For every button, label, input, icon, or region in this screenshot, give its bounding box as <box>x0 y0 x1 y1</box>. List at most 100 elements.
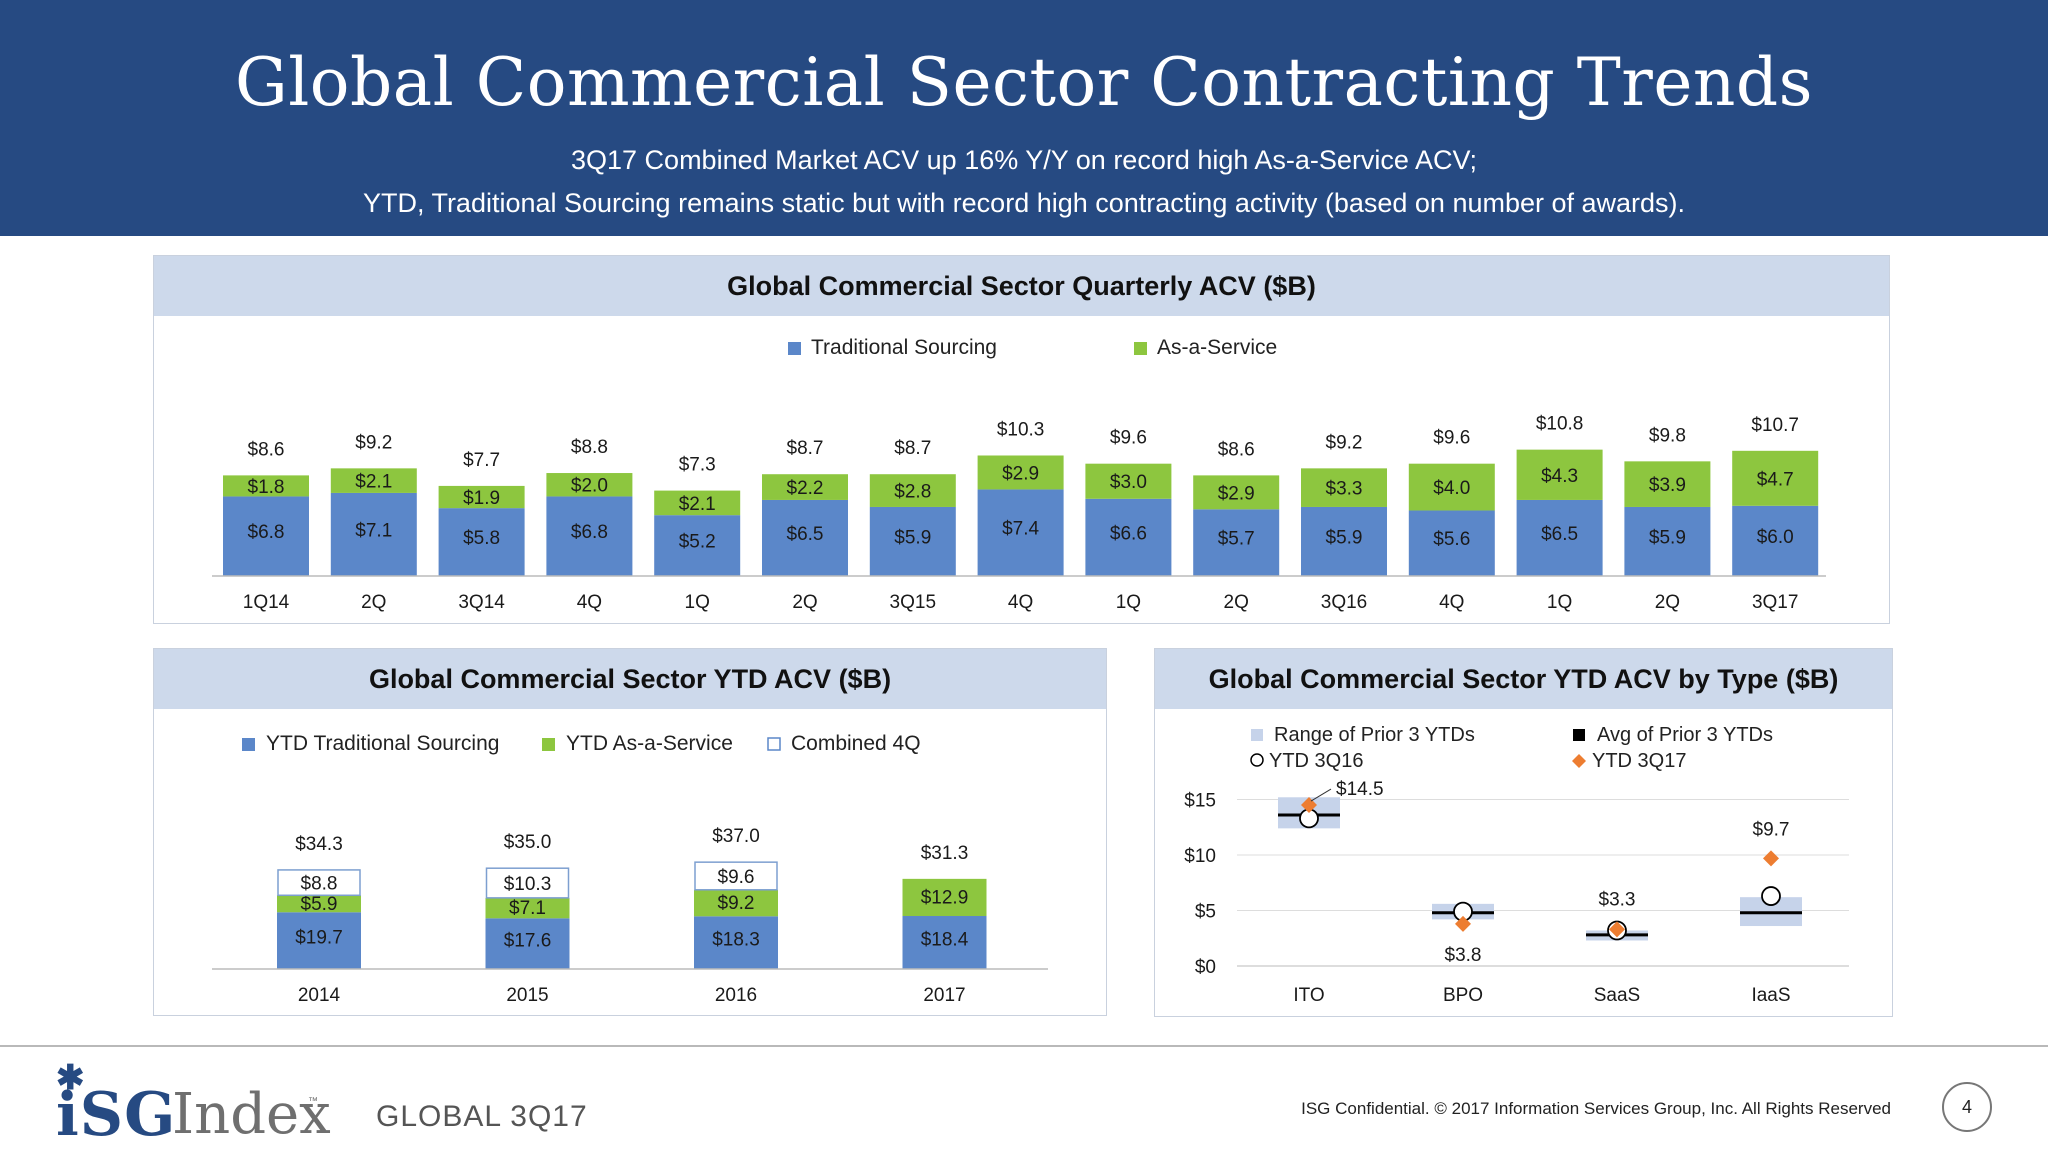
bar-traditional <box>1516 499 1603 576</box>
bar-traditional <box>869 506 956 576</box>
data-label-traditional: $7.1 <box>355 520 392 541</box>
bytype-chart: Range of Prior 3 YTDs Avg of Prior 3 YTDs… <box>1184 724 1849 1006</box>
x-tick-label: 2Q <box>361 592 386 613</box>
data-label-ytd-traditional: $17.6 <box>504 931 552 952</box>
legend-label-ytd-traditional: YTD Traditional Sourcing <box>266 732 499 755</box>
ytd-chart-title: Global Commercial Sector YTD ACV ($B) <box>154 649 1106 709</box>
x-tick-label: 2017 <box>923 985 965 1006</box>
quarterly-chart-title: Global Commercial Sector Quarterly ACV (… <box>154 256 1889 316</box>
data-label-ytd3q17: $3.3 <box>1599 889 1636 910</box>
bar-aas <box>869 474 956 507</box>
ytd3q17-marker <box>1609 921 1625 938</box>
data-label-traditional: $6.8 <box>248 522 285 543</box>
data-label-ytd-aas: $5.9 <box>301 894 338 915</box>
x-tick-label: 2014 <box>298 985 341 1006</box>
x-tick-label: 4Q <box>577 592 602 613</box>
ytd3q17-marker <box>1455 915 1471 932</box>
bar-aas <box>546 473 633 497</box>
data-label-aas: $1.9 <box>463 488 500 509</box>
data-label-total: $9.2 <box>1326 432 1363 453</box>
legend-swatch-ytd-traditional <box>242 738 255 751</box>
bar-ytd-traditional <box>277 912 361 969</box>
bar-combined-4q <box>277 869 361 897</box>
legend-swatch-aas <box>1134 342 1147 355</box>
data-label-aas: $1.8 <box>248 477 285 498</box>
data-label-ytd3q17: $3.8 <box>1445 945 1482 966</box>
x-tick-label: 2Q <box>1655 592 1680 613</box>
bar-aas <box>762 474 848 500</box>
legend-swatch-combined-4q <box>767 737 781 751</box>
data-label-aas: $2.8 <box>894 482 931 503</box>
ytd-chart: YTD Traditional Sourcing YTD As-a-Service… <box>212 732 1048 1006</box>
data-label-total: $10.3 <box>997 419 1045 440</box>
data-label-traditional: $6.5 <box>1541 524 1578 545</box>
bar-traditional <box>654 515 741 576</box>
data-label-total: $7.3 <box>679 455 716 476</box>
data-label-traditional: $5.2 <box>679 532 716 553</box>
x-tick-label: 3Q17 <box>1752 592 1798 613</box>
data-label-aas: $2.9 <box>1002 463 1039 484</box>
data-label-aas: $3.9 <box>1649 475 1686 496</box>
data-label-aas: $4.7 <box>1757 469 1794 490</box>
page-number: 4 <box>1942 1082 1992 1132</box>
x-tick-label: 1Q <box>685 592 710 613</box>
x-tick-label: ITO <box>1293 985 1324 1006</box>
ytd3q17-marker <box>1301 797 1317 814</box>
data-label-ytd-total: $37.0 <box>712 826 760 847</box>
bar-aas <box>1516 449 1603 500</box>
data-label-aas: $2.9 <box>1218 483 1255 504</box>
leader-line <box>1310 788 1332 802</box>
data-label-traditional: $5.6 <box>1433 529 1470 550</box>
data-label-ytd-total: $34.3 <box>295 834 343 855</box>
bar-ytd-traditional <box>902 916 987 969</box>
bytype-chart-panel: Global Commercial Sector YTD ACV by Type… <box>1154 648 1893 1017</box>
ytd-chart-panel: Global Commercial Sector YTD ACV ($B) YT… <box>153 648 1107 1016</box>
y-tick-label: $15 <box>1184 791 1216 812</box>
page-title: Global Commercial Sector Contracting Tre… <box>234 44 1814 121</box>
legend-swatch-range <box>1251 729 1263 741</box>
data-label-aas: $3.0 <box>1110 472 1147 493</box>
x-tick-label: 4Q <box>1008 592 1033 613</box>
x-tick-label: IaaS <box>1751 985 1790 1006</box>
y-tick-label: $5 <box>1195 902 1216 923</box>
legend-swatch-ytd-aas <box>542 738 555 751</box>
bar-traditional <box>330 492 417 576</box>
data-label-traditional: $5.9 <box>1326 527 1363 548</box>
data-label-total: $9.6 <box>1110 428 1147 449</box>
data-label-aas: $2.1 <box>355 472 392 493</box>
bar-traditional <box>223 496 309 576</box>
bar-aas <box>330 468 417 493</box>
bar-aas <box>1624 461 1711 507</box>
y-tick-label: $0 <box>1195 957 1216 978</box>
x-tick-label: 1Q <box>1547 592 1572 613</box>
page-subtitle-line1: 3Q17 Combined Market ACV up 16% Y/Y on r… <box>571 145 1477 175</box>
bar-ytd-aas <box>485 897 570 919</box>
data-label-traditional: $5.9 <box>1649 527 1686 548</box>
copyright: ISG Confidential. © 2017 Information Ser… <box>1301 1099 1891 1118</box>
legend-label-traditional: Traditional Sourcing <box>811 336 997 359</box>
legend-label-combined-4q: Combined 4Q <box>791 732 921 755</box>
page-subtitle-line2: YTD, Traditional Sourcing remains static… <box>362 188 1686 218</box>
x-tick-label: 4Q <box>1439 592 1464 613</box>
bar-traditional <box>762 499 848 576</box>
data-label-traditional: $5.8 <box>463 528 500 549</box>
data-label-ytd-aas: $12.9 <box>921 887 969 908</box>
bar-aas <box>1408 463 1495 511</box>
isg-logo: iSG <box>56 1080 177 1150</box>
data-label-aas: $2.1 <box>679 494 716 515</box>
data-label-aas: $4.3 <box>1541 466 1578 487</box>
legend-label-ytd3q17: YTD 3Q17 <box>1592 750 1686 772</box>
x-tick-label: SaaS <box>1594 985 1640 1006</box>
data-label-total: $8.7 <box>894 438 931 459</box>
bytype-chart-title: Global Commercial Sector YTD ACV by Type… <box>1155 649 1892 709</box>
data-label-ytd-aas: $7.1 <box>509 898 546 919</box>
data-label-total: $9.2 <box>355 432 392 453</box>
data-label-ytd-aas: $9.2 <box>718 893 755 914</box>
bar-combined-4q <box>485 867 570 899</box>
bar-traditional <box>546 496 633 576</box>
logo-star-icon: ✱ <box>56 1059 85 1097</box>
data-label-traditional: $5.7 <box>1218 529 1255 550</box>
bar-ytd-aas <box>902 878 987 917</box>
bar-traditional <box>1732 505 1819 576</box>
data-label-aas: $2.2 <box>787 478 824 499</box>
